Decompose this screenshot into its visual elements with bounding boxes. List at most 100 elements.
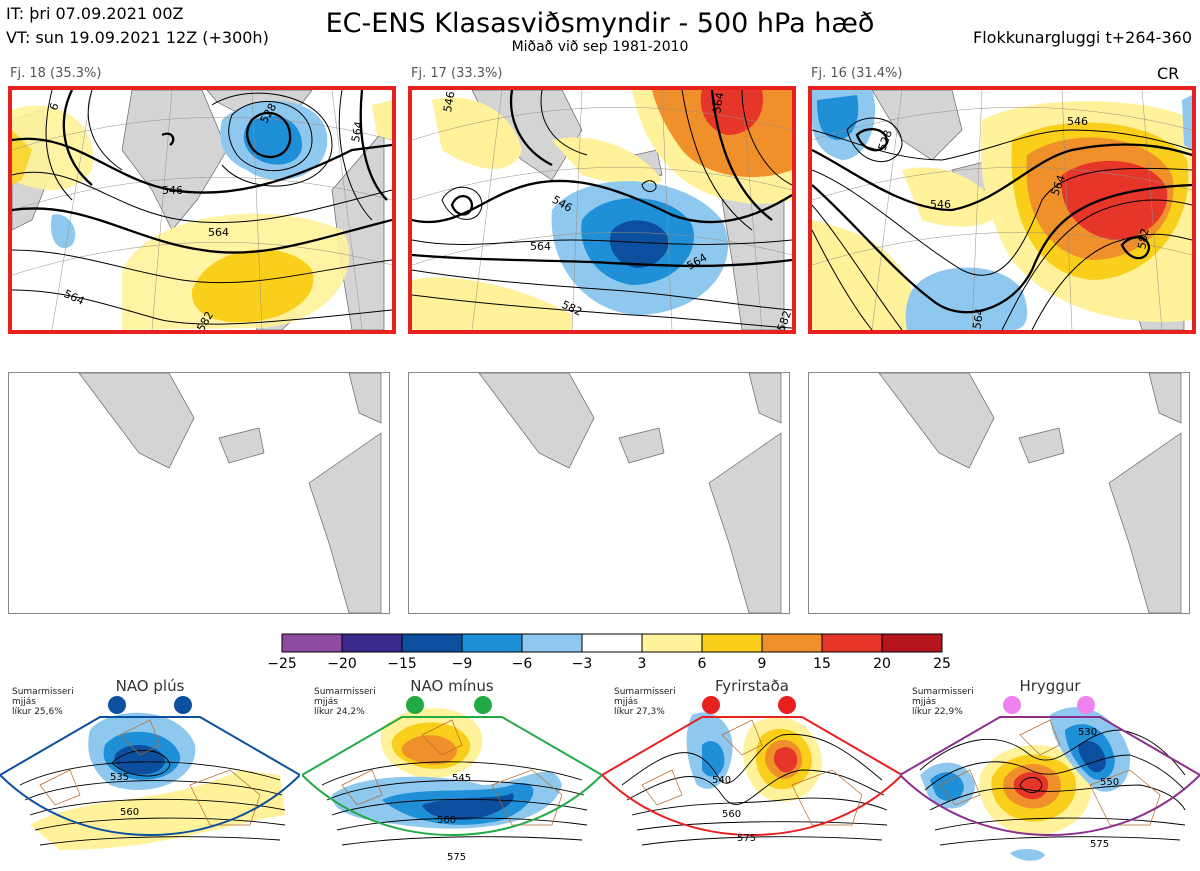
reference-map-3 [808,372,1190,614]
regime-info: Sumarmisseri mjjás líkur 25,6% [12,687,74,717]
colorbar-swatch [521,633,583,653]
colorbar-swatch [761,633,823,653]
regime-info: Sumarmisseri mjjás líkur 22,9% [912,687,974,717]
anomaly-fill [812,90,1192,330]
colorbar-tick-label: −20 [327,656,357,672]
cluster-map-1: 546 528 564 564 564 582 6 [8,86,396,334]
contour-labels: 546 546 564 564 564 582 582 [441,90,792,330]
contour-label: 540 [712,775,731,786]
chart-subtitle: Miðað við sep 1981-2010 [511,39,689,55]
contour-label: 575 [737,833,756,844]
regime-marker-icon [108,696,126,714]
regime-name: Hryggur [1019,677,1081,695]
contour-label: 545 [452,773,471,784]
regime-name: NAO mínus [410,677,494,695]
contour-label: 564 [710,91,726,114]
colorbar-swatch [461,633,523,653]
contour-label: 575 [447,852,466,863]
graticule [412,90,792,330]
classification-window: Flokkunargluggi t+264-360 [973,28,1192,47]
colorbar-tick-label: −3 [571,656,593,672]
contour-label: 564 [208,226,229,239]
regime-info: Sumarmisseri mjjás líkur 24,2% [314,687,376,717]
regime-nao-minus: 545 560 575 NAO mínus Sumarmisseri mjjás… [302,675,602,871]
contours [12,90,392,325]
colorbar-swatch [281,633,343,653]
cluster-map-3: 546 528 546 564 582 564 [808,86,1196,334]
contour-label: 582 [775,309,792,330]
cluster-label-3: Fj. 16 (31.4%) [811,66,903,81]
colorbar-tick-label: 25 [933,656,951,672]
contour-label: 560 [722,809,741,820]
valid-time: VT: sun 19.09.2021 12Z (+300h) [6,28,269,47]
regime-marker-icon [174,696,192,714]
chart-title: EC-ENS Klasasviðsmyndir - 500 hPa hæð [325,8,875,39]
colorbar-tick-label: −15 [387,656,417,672]
cluster-map-3-svg: 546 528 546 564 582 564 [812,90,1192,330]
cluster-label-1: Fj. 18 (35.3%) [10,66,102,81]
contour-label: 564 [530,240,551,253]
colorbar-tick-label: −6 [511,656,533,672]
colorbar-swatch [341,633,403,653]
colorbar-tick-label: 15 [813,656,831,672]
contour-label: 546 [162,184,183,197]
reference-map-1 [8,372,390,614]
contour-label: 6 [47,101,62,112]
colorbar-swatch [581,633,643,653]
regime-name: NAO plús [115,677,185,695]
regime-nao-minus-map: 545 560 575 [302,696,602,863]
regime-marker-icon [702,696,720,714]
regime-marker-icon [474,696,492,714]
regime-ridge: 530 550 575 Hryggur Sumarmisseri mjjás l… [900,675,1200,871]
colorbar-swatch [821,633,883,653]
colorbar-swatch [881,633,943,653]
regime-marker-icon [778,696,796,714]
contour-label: 530 [1078,727,1097,738]
regime-nao-plus-map: 535 560 [0,696,300,871]
colorbar-tick-label: 9 [757,656,767,672]
contour-label: 564 [349,120,365,143]
reference-map-3-svg [878,373,1182,613]
contour-label: 564 [62,287,87,308]
contour-label: 528 [876,128,895,152]
regime-marker-icon [406,696,424,714]
contour-label: 546 [441,90,457,113]
regime-blocking: 540 560 575 Fyrirstaða Sumarmisseri mjjá… [602,675,902,871]
regime-ridge-map: 530 550 575 [900,696,1200,861]
contour-label: 575 [1090,839,1109,850]
cluster-map-2-svg: 546 546 564 564 564 582 582 [412,90,792,330]
cluster-label-2: Fj. 17 (33.3%) [411,66,503,81]
contour-label: 582 [1135,227,1151,250]
regime-tag: CR [1157,64,1180,83]
colorbar-swatch [401,633,463,653]
contour-label: 560 [437,815,456,826]
anomaly-fill [12,100,392,330]
contour-label: 546 [1067,115,1088,128]
contour-label: 550 [1100,777,1119,788]
contour-label: 535 [110,772,129,783]
colorbar-tick-label: 20 [873,656,891,672]
contour-label: 564 [970,307,986,330]
colorbar-swatch [641,633,703,653]
colorbar-tick-label: 6 [697,656,707,672]
regime-nao-plus: 535 560 NAO plús Sumarmisseri mjjás líku… [0,675,300,871]
cluster-map-1-svg: 546 528 564 564 564 582 6 [12,90,392,330]
graticule [12,90,392,330]
colorbar-swatch [701,633,763,653]
reference-map-2-svg [478,373,782,613]
regime-marker-icon [1003,696,1021,714]
graticule [812,90,1192,330]
colorbar [281,633,943,653]
contour-label: 546 [930,198,951,211]
reference-map-1-svg [78,373,382,613]
colorbar-tick-label: 3 [637,656,647,672]
reference-map-2 [408,372,790,614]
contour-label: 560 [120,807,139,818]
regime-blocking-map: 540 560 575 [602,696,902,846]
colorbar-tick-label: −25 [267,656,297,672]
cluster-map-2: 546 546 564 564 564 582 582 [408,86,796,334]
colorbar-tick-label: −9 [451,656,473,672]
initial-time: IT: þri 07.09.2021 00Z [6,4,184,23]
contours [812,117,1192,330]
regime-info: Sumarmisseri mjjás líkur 27,3% [614,687,676,717]
